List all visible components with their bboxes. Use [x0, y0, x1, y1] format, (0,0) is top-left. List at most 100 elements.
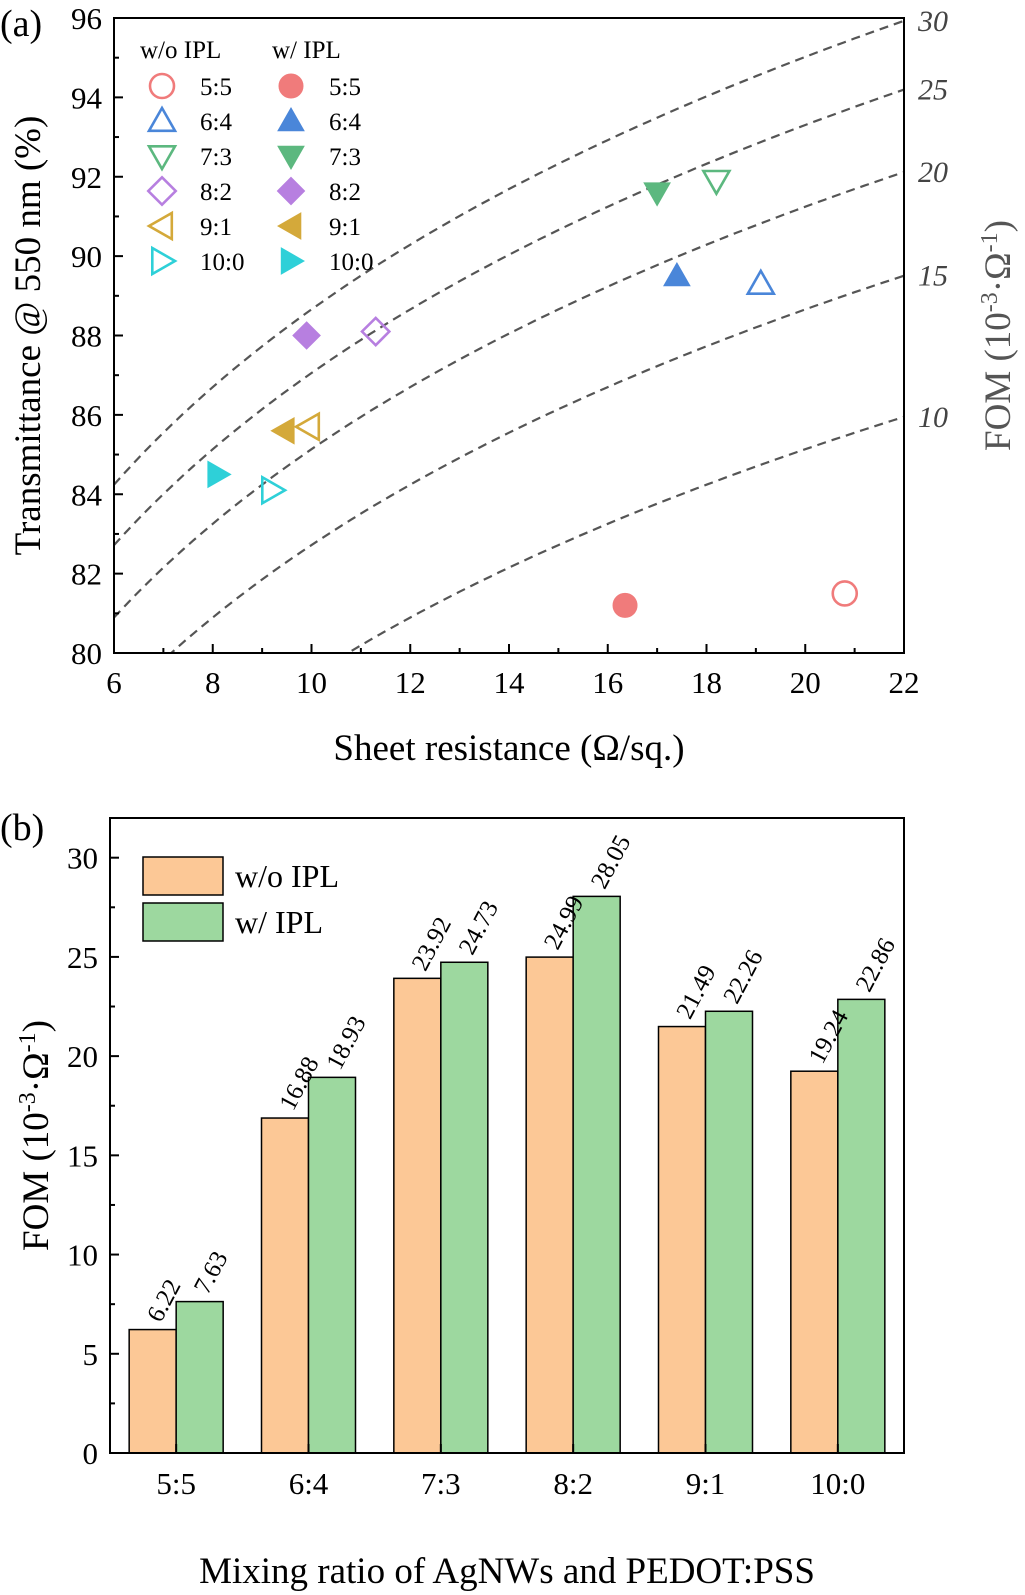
- point-wo-ipl-6-4: [745, 268, 777, 296]
- data-label-w-IPL-8-2: 28.05: [586, 831, 636, 893]
- b-legend-label-w-IPL: w/ IPL: [235, 904, 323, 940]
- legend-marker-wo-6-4: [146, 105, 178, 133]
- x-tick-label-20: 20: [790, 665, 821, 700]
- panel-b-x-axis: 5:5 6:4 7:3 8:2 9:1 10:0: [156, 1444, 865, 1501]
- bar-w-IPL-10-0: [837, 998, 886, 1454]
- panel-a-legend: w/o IPL w/ IPL 5:5 5:5 6:4 6:4 7:3 7:3 8:2 8:2 9:1…: [140, 37, 373, 277]
- b-y-tick-label-5: 5: [83, 1337, 99, 1372]
- b-y-tick-label-30: 30: [67, 841, 98, 876]
- legend-label-wo-6-4: 6:4: [200, 109, 232, 136]
- x-tick-label-12: 12: [395, 665, 426, 700]
- b-legend-swatch-w-IPL: [142, 902, 224, 942]
- point-w-ipl-10-0: [207, 460, 232, 489]
- legend-marker-w-5-5: [278, 73, 304, 99]
- b-x-tick-label-9-1: 9:1: [686, 1466, 726, 1501]
- fom-axis-label-20: 20: [918, 156, 948, 189]
- point-w-ipl-9-1: [270, 416, 295, 445]
- b-ytitle-end: ): [16, 1020, 57, 1032]
- x-tick-label-14: 14: [494, 665, 526, 700]
- legend-marker-wo-10-0: [151, 245, 178, 277]
- bar-w-o-IPL-5-5: [128, 1328, 177, 1454]
- bar-w-IPL-8-2: [572, 895, 621, 1454]
- y-tick-label-90: 90: [71, 239, 102, 274]
- panel-a-y-axis: 80 82 84 86 88 90 92 94 96: [71, 1, 123, 671]
- panel-a-label: (a): [0, 3, 42, 45]
- point-w-ipl-7-3: [643, 182, 671, 207]
- legend-label-wo-7-3: 7:3: [200, 144, 232, 171]
- fom-isoline-15: [169, 274, 904, 653]
- fom-axis-label-25: 25: [918, 74, 948, 107]
- data-label-w-IPL-9-1: 22.26: [718, 946, 768, 1008]
- y-tick-label-92: 92: [71, 160, 102, 195]
- legend-marker-w-8-2: [276, 176, 306, 206]
- legend-label-w-9-1: 9:1: [329, 214, 361, 241]
- legend-label-w-6-4: 6:4: [329, 109, 361, 136]
- panel-a-x-axis-title: Sheet resistance (Ω/sq.): [333, 728, 684, 769]
- panel-b-legend: w/o IPL w/ IPL: [142, 856, 339, 942]
- panel-a-data-points: [207, 169, 859, 618]
- panel-b-plot-frame: [109, 817, 905, 1454]
- b-y-tick-label-25: 25: [67, 940, 98, 975]
- legend-label-w-5-5: 5:5: [329, 74, 361, 101]
- b-x-tick-label-7-3: 7:3: [421, 1466, 461, 1501]
- fom-isolines: [114, 19, 904, 653]
- x-tick-label-10: 10: [296, 665, 327, 700]
- panel-a-plot-frame: [113, 17, 905, 654]
- fom-axis-label-15: 15: [918, 260, 948, 293]
- b-legend-label-w-o-IPL: w/o IPL: [235, 858, 339, 894]
- x-tick-label-16: 16: [592, 665, 623, 700]
- point-wo-ipl-7-3: [701, 169, 732, 197]
- fom-isoline-30: [114, 19, 904, 486]
- point-wo-ipl-5-5: [831, 580, 859, 607]
- bar-w-IPL-5-5: [175, 1300, 224, 1454]
- point-w-ipl-5-5: [612, 592, 638, 618]
- x-tick-label-18: 18: [691, 665, 722, 700]
- b-x-tick-label-6-4: 6:4: [289, 1466, 329, 1501]
- bar-w-o-IPL-9-1: [657, 1025, 707, 1454]
- data-label-w-IPL-10-0: 22.86: [851, 934, 901, 996]
- legend-marker-w-6-4: [277, 106, 305, 132]
- bar-w-o-IPL-7-3: [393, 977, 442, 1454]
- panel-b-y-axis: 0 5 10 15 20 25 30: [67, 841, 119, 1471]
- legend-label-wo-5-5: 5:5: [200, 74, 232, 101]
- y-tick-label-80: 80: [71, 636, 102, 671]
- fom-title-exp2: -1: [977, 232, 1003, 252]
- legend-label-wo-10-0: 10:0: [200, 249, 244, 276]
- legend-marker-wo-5-5: [148, 72, 176, 100]
- panel-b-x-axis-title: Mixing ratio of AgNWs and PEDOT:PSS: [199, 1551, 815, 1592]
- legend-label-wo-9-1: 9:1: [200, 214, 232, 241]
- b-ytitle-exp2: -1: [15, 1032, 41, 1052]
- fom-title-exp: -3: [977, 292, 1003, 312]
- fom-title-end: ): [978, 220, 1019, 232]
- panel-b-bars: [128, 895, 886, 1454]
- fom-isoline-25: [114, 88, 904, 546]
- panel-b-y-axis-title: FOM (10-3·Ω-1): [15, 1020, 57, 1251]
- data-label-w-IPL-6-4: 18.93: [321, 1012, 371, 1074]
- b-y-tick-label-10: 10: [67, 1238, 98, 1273]
- b-y-tick-label-0: 0: [83, 1436, 99, 1471]
- bar-w-IPL-9-1: [704, 1010, 754, 1454]
- panel-b-label: (b): [0, 807, 44, 849]
- panel-a-x-axis: 6 8 10 12 14 16 18 20 22: [106, 644, 920, 700]
- bar-w-o-IPL-8-2: [525, 956, 574, 1454]
- legend-label-wo-8-2: 8:2: [200, 179, 232, 206]
- point-wo-ipl-9-1: [293, 411, 321, 443]
- x-tick-label-6: 6: [106, 665, 122, 700]
- y-tick-label-84: 84: [71, 477, 103, 512]
- panel-a-fom-axis-labels: 30 25 20 15 10: [917, 5, 948, 434]
- fom-isoline-10: [345, 415, 904, 653]
- b-legend-swatch-w-o-IPL: [142, 856, 224, 896]
- data-label-w-IPL-7-3: 24.73: [454, 897, 504, 959]
- y-tick-label-94: 94: [71, 80, 103, 115]
- bar-w-o-IPL-6-4: [260, 1117, 310, 1454]
- data-label-w-IPL-5-5: 7.63: [189, 1247, 233, 1298]
- x-tick-label-8: 8: [205, 665, 221, 700]
- legend-marker-w-9-1: [276, 212, 302, 240]
- b-x-tick-label-8-2: 8:2: [553, 1466, 593, 1501]
- fom-title-mid: ·Ω: [978, 252, 1019, 292]
- b-ytitle-main: FOM (10: [16, 1112, 57, 1251]
- x-tick-label-22: 22: [889, 665, 920, 700]
- fom-axis-label-10: 10: [918, 401, 948, 434]
- bar-w-IPL-7-3: [440, 961, 489, 1454]
